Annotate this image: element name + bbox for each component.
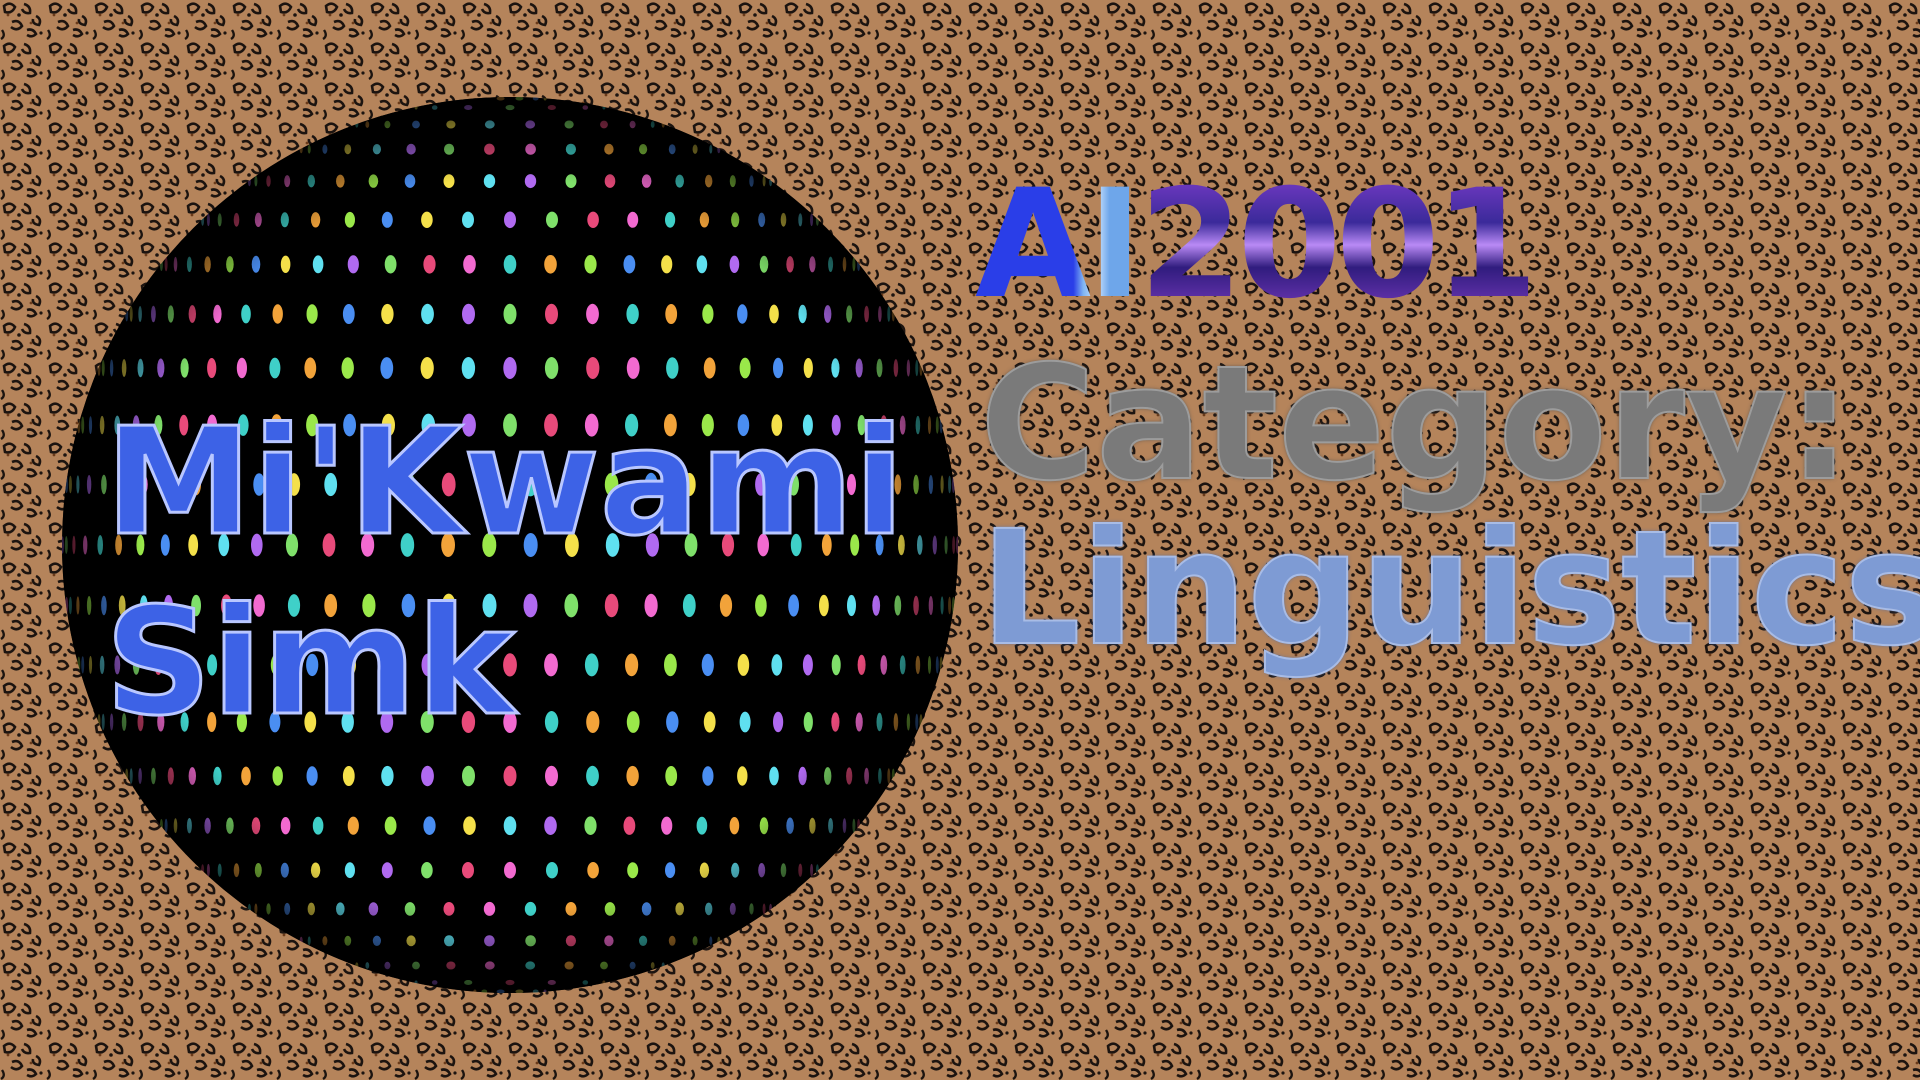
speaker-name-line-1: Mi'Kwami xyxy=(104,396,907,568)
ai-prefix: AI xyxy=(975,158,1143,332)
category-value: Linguistics xyxy=(979,497,1920,681)
event-label: AI2001 xyxy=(975,170,1538,320)
event-year: 2001 xyxy=(1138,158,1538,332)
category-label: Category: xyxy=(979,332,1852,516)
speaker-name-line-2: Simk xyxy=(104,576,517,748)
dotted-sphere xyxy=(62,97,958,993)
